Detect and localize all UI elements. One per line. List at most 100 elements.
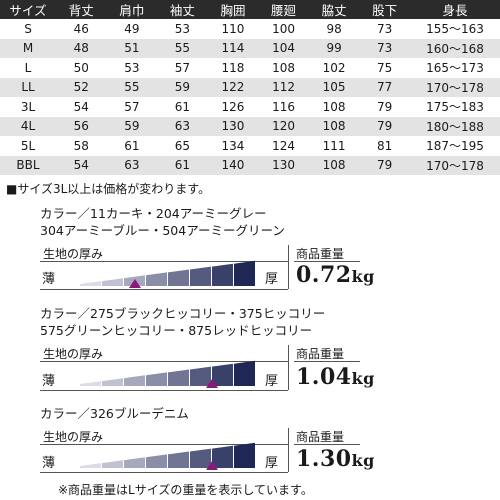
header-cell: 胸囲 (207, 0, 259, 19)
thickness-step (168, 269, 189, 286)
table-row: L 50 53 57 118 108 102 75 165〜173 (0, 58, 500, 78)
weight-unit: kg (351, 369, 375, 388)
thickness-label: 生地の厚み (43, 347, 104, 361)
table-cell: 124 (258, 136, 309, 156)
weight-number: 0.72 (296, 262, 352, 288)
thickness-bar (80, 360, 255, 388)
thickness-step (124, 457, 145, 468)
weight-value: 0.72kg (296, 262, 375, 288)
table-row: 5L 58 61 65 134 124 111 81 187〜195 (0, 136, 500, 156)
thickness-step (190, 366, 211, 386)
table-cell: 65 (157, 136, 208, 156)
table-cell: 100 (258, 19, 309, 39)
table-cell: 108 (308, 97, 360, 117)
thickness-step (102, 278, 123, 286)
table-cell: 52 (56, 77, 107, 97)
weight-label: 商品重量 (296, 430, 345, 444)
thickness-step (234, 260, 255, 286)
size-cell: 5L (0, 136, 56, 156)
table-cell: 73 (359, 19, 410, 39)
size-cell: M (0, 38, 56, 58)
table-cell: 54 (56, 97, 107, 117)
header-cell: サイズ (0, 0, 56, 19)
thickness-step (212, 363, 233, 386)
table-cell: 122 (207, 77, 259, 97)
table-cell: 79 (359, 116, 410, 136)
thickness-step (234, 360, 255, 386)
header-cell: 背丈 (56, 0, 107, 19)
divider (40, 444, 288, 445)
thickness-step (80, 281, 101, 286)
table-cell: 63 (106, 155, 158, 175)
table-row: M 48 51 55 114 104 99 73 160〜168 (0, 38, 500, 58)
header-cell: 脇丈 (308, 0, 360, 19)
table-cell: 108 (308, 155, 360, 175)
thickness-step (146, 454, 167, 468)
table-cell: 55 (106, 77, 158, 97)
thickness-bar (80, 260, 255, 288)
table-row: S 46 49 53 110 100 98 73 155〜163 (0, 19, 500, 39)
thickness-step (146, 372, 167, 386)
divider (40, 361, 288, 362)
size-cell: LL (0, 77, 56, 97)
table-cell: 77 (359, 77, 410, 97)
divider (294, 361, 360, 362)
color-line: 304アーミーブルー・504アーミーグリーン (40, 223, 285, 238)
table-cell: 48 (56, 38, 107, 58)
thin-label: 薄 (42, 374, 56, 389)
table-cell: 130 (258, 155, 309, 175)
table-cell: 108 (308, 116, 360, 136)
table-cell: 155〜163 (410, 19, 500, 39)
table-cell: 58 (56, 136, 107, 156)
table-cell: 170〜178 (410, 77, 500, 97)
thickness-step (102, 378, 123, 386)
table-cell: 110 (207, 19, 259, 39)
divider (40, 289, 288, 290)
table-cell: 54 (56, 155, 107, 175)
thickness-label: 生地の厚み (43, 247, 104, 261)
table-cell: 170〜178 (410, 155, 500, 175)
color-line: 575グリーンヒッコリー・875レッドヒッコリー (40, 323, 313, 338)
divider (294, 444, 360, 445)
table-cell: 73 (359, 38, 410, 58)
thickness-marker (206, 461, 218, 470)
header-cell: 腰廻 (258, 0, 309, 19)
header-cell: 袖丈 (157, 0, 208, 19)
header-cell: 股下 (359, 0, 410, 19)
table-cell: 116 (258, 97, 309, 117)
thickness-step (168, 451, 189, 468)
table-cell: 187〜195 (410, 136, 500, 156)
table-row: 3L 54 57 61 126 116 108 79 175〜183 (0, 97, 500, 117)
thickness-step (212, 445, 233, 468)
table-row: 4L 56 59 63 130 120 108 79 180〜188 (0, 116, 500, 136)
table-cell: 126 (207, 97, 259, 117)
table-cell: 75 (359, 58, 410, 78)
table-cell: 57 (157, 58, 208, 78)
header-cell: 肩巾 (106, 0, 158, 19)
table-cell: 112 (258, 77, 309, 97)
table-cell: 165〜173 (410, 58, 500, 78)
footnote: ※商品重量はLサイズの重量を表示しています。 (58, 483, 313, 497)
size-cell: BBL (0, 155, 56, 175)
table-cell: 111 (308, 136, 360, 156)
table-cell: 56 (56, 116, 107, 136)
thickness-marker (129, 279, 141, 288)
size-table: サイズ 背丈 肩巾 袖丈 胸囲 腰廻 脇丈 股下 身長 S 46 49 53 110 10… (0, 0, 500, 175)
table-cell: 81 (359, 136, 410, 156)
color-line: カラー／11カーキ・204アーミーグレー (40, 206, 267, 221)
weight-label: 商品重量 (296, 247, 345, 261)
thin-label: 薄 (42, 272, 56, 287)
thin-label: 薄 (42, 456, 56, 471)
table-cell: 53 (157, 19, 208, 39)
table-cell: 140 (207, 155, 259, 175)
table-cell: 61 (106, 136, 158, 156)
table-cell: 57 (106, 97, 158, 117)
divider (40, 261, 288, 262)
thickness-marker (206, 379, 218, 388)
table-cell: 108 (258, 58, 309, 78)
weight-value: 1.04kg (296, 364, 375, 390)
table-cell: 160〜168 (410, 38, 500, 58)
color-line: カラー／326ブルーデニム (40, 406, 189, 421)
table-cell: 120 (258, 116, 309, 136)
color-list: カラー／275ブラックヒッコリー・375ヒッコリー 575グリーンヒッコリー・8… (40, 305, 325, 339)
